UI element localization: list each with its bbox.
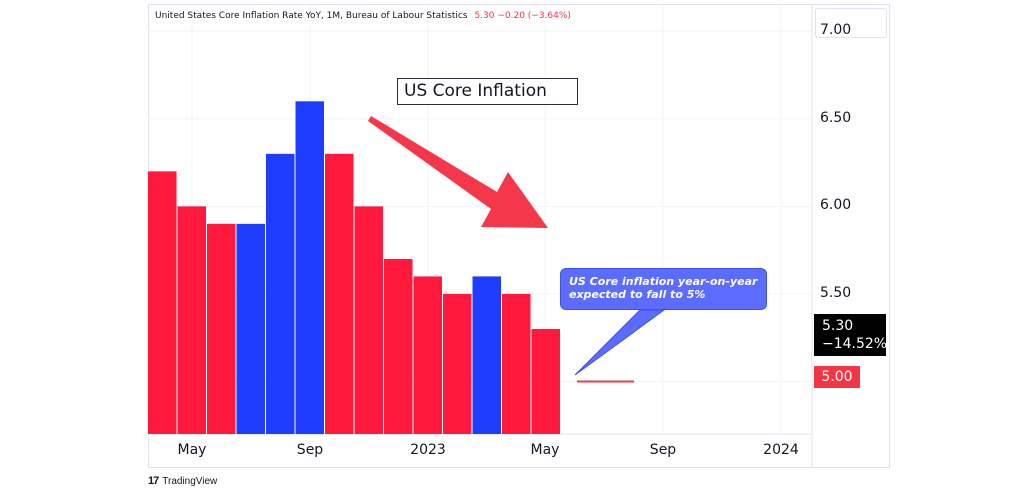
callout-line-1: US Core inflation year-on-year <box>569 275 758 288</box>
callout-pointer <box>574 309 666 376</box>
bar-2022-08 <box>266 153 295 434</box>
bar-2023-04 <box>502 293 531 434</box>
x-tick-label: Sep <box>296 442 324 458</box>
bar-2022-10 <box>325 153 354 434</box>
y-tick-label: 6.50 <box>820 109 852 126</box>
x-tick-label: 2023 <box>410 442 446 458</box>
tradingview-logo-text: TradingView <box>162 475 218 487</box>
symbol-title: United States Core Inflation Rate YoY, 1… <box>155 11 468 21</box>
last-value-text: 5.30 −0.20 (−3.64%) <box>474 11 571 21</box>
bar-2022-09 <box>295 101 324 434</box>
chart-legend-header: United States Core Inflation Rate YoY, 1… <box>155 11 571 21</box>
bar-2023-01 <box>413 276 442 434</box>
trend-arrow <box>368 116 548 228</box>
settings-corner-box[interactable] <box>815 8 887 38</box>
bar-2022-04 <box>148 171 177 435</box>
bar-2023-02 <box>443 293 472 434</box>
bar-2022-06 <box>207 223 236 434</box>
bar-2023-05 <box>531 328 560 434</box>
y-tick-label: 5.50 <box>820 284 852 301</box>
bar-2022-05 <box>177 206 206 434</box>
title-annotation[interactable]: US Core Inflation <box>397 78 578 105</box>
x-tick-label: May <box>530 442 560 458</box>
bar-2022-07 <box>236 223 265 434</box>
bar-2022-12 <box>384 258 413 434</box>
tradingview-logo[interactable]: 17 TradingView <box>148 475 217 487</box>
x-tick-label: 2024 <box>763 442 799 458</box>
y-tick-label: 6.00 <box>820 197 852 214</box>
bar-2022-11 <box>354 206 383 434</box>
last-price-change: −14.52% <box>822 336 888 352</box>
last-price-label: 5.30 −14.52% <box>814 314 888 356</box>
callout-line-2: expected to fall to 5% <box>569 288 706 301</box>
target-price-label: 5.00 <box>814 366 860 388</box>
x-tick-label: Sep <box>649 442 677 458</box>
y-tick-label: 7.00 <box>820 22 852 39</box>
bar-2023-03 <box>472 276 501 434</box>
tradingview-logo-icon: 17 <box>148 475 159 487</box>
x-tick-label: May <box>177 442 207 458</box>
last-price-value: 5.30 <box>822 318 854 334</box>
callout-annotation[interactable]: US Core inflation year-on-year expected … <box>560 268 767 310</box>
